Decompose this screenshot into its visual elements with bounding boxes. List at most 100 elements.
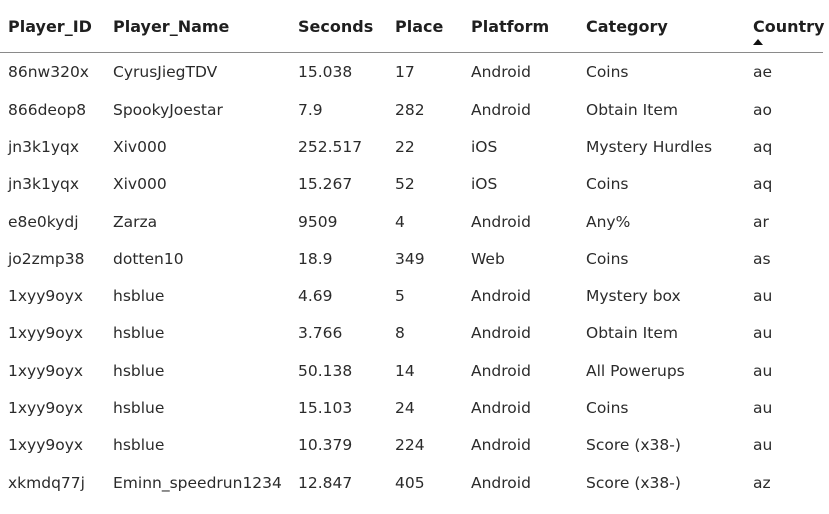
cell-category: Any% [586,212,631,231]
cell-country: ae [753,63,773,81]
cell-category: Score (x38-) [586,436,681,455]
cell-country: au [753,361,773,380]
cell-category: Obtain Item [586,324,678,343]
cell-player-id: e8e0kydj [8,212,79,231]
table-row: xkmdq77j Eminn_speedrun1234 12.847 405 Andro… [0,464,823,501]
cell-country: au [753,324,773,343]
table-row: 1xyy9oyx hsblue 4.69 5 Android Mystery box au [0,277,823,314]
header-row: Player_ID Player_Name Seconds Place Plat… [0,0,825,53]
cell-place: 24 [395,399,415,418]
cell-place: 5 [395,287,405,306]
cell-country: as [753,249,771,268]
cell-player-id: 1xyy9oyx [8,399,84,418]
column-header-country-label: Country [753,16,825,36]
cell-country: ao [753,100,772,119]
cell-country: aq [753,137,773,156]
cell-platform: Android [471,399,531,418]
cell-platform: Android [471,287,531,306]
cell-country: aq [753,175,773,194]
column-header-category[interactable]: Category [578,0,745,53]
cell-country: au [753,287,773,306]
cell-platform: Android [471,100,531,119]
cell-player-name: Xiv000 [113,175,167,194]
cell-country: ar [753,212,769,231]
cell-seconds: 9509 [298,212,338,231]
cell-category: Mystery Hurdles [586,137,713,156]
cell-player-id: 86nw320x [8,63,89,81]
table-row: 866deop8 SpookyJoestar 7.9 282 Android Obtain… [0,91,823,128]
cell-seconds: 252.517 [298,137,363,156]
cell-player-name: hsblue [113,361,165,380]
cell-player-name: hsblue [113,287,165,306]
cell-category: Coins [586,63,629,81]
cell-platform: Android [471,212,531,231]
cell-country: au [753,436,773,455]
cell-country: az [753,473,771,492]
cell-platform: Android [471,436,531,455]
cell-player-id: 1xyy9oyx [8,324,84,343]
data-table: Player_ID Player_Name Seconds Place Plat… [0,0,825,502]
cell-player-name: hsblue [113,436,165,455]
cell-category: Coins [586,175,629,194]
cell-platform: Web [471,249,505,268]
cell-place: 4 [395,212,405,231]
cell-platform: Android [471,63,531,81]
cell-category: Mystery box [586,287,681,306]
column-header-place[interactable]: Place [387,0,463,53]
column-header-country[interactable]: Country [745,0,825,53]
cell-seconds: 7.9 [298,100,323,119]
cell-player-name: Xiv000 [113,137,167,156]
table-row: jn3k1yqx Xiv000 15.267 52 iOS Coins aq [0,166,823,203]
cell-category: Coins [586,399,629,418]
cell-seconds: 10.379 [298,436,353,455]
cell-place: 224 [395,436,425,455]
cell-player-name: hsblue [113,399,165,418]
cell-place: 52 [395,175,415,194]
cell-seconds: 15.103 [298,399,353,418]
cell-place: 282 [395,100,425,119]
cell-player-name: Eminn_speedrun1234 [113,473,282,492]
cell-category: Obtain Item [586,100,678,119]
cell-place: 8 [395,324,405,343]
cell-place: 405 [395,473,425,492]
cell-platform: Android [471,324,531,343]
cell-player-name: hsblue [113,324,165,343]
cell-platform: iOS [471,175,498,194]
column-header-platform[interactable]: Platform [463,0,578,53]
cell-place: 17 [395,63,415,81]
sort-ascending-icon[interactable] [753,38,763,45]
table-row: 1xyy9oyx hsblue 50.138 14 Android All Powerup… [0,352,823,389]
column-header-player-id[interactable]: Player_ID [0,0,105,53]
table-row: 86nw320x CyrusJiegTDV 15.038 17 Android Coins… [0,53,823,92]
cell-category: All Powerups [586,361,685,380]
table-row: jo2zmp38 dotten10 18.9 349 Web Coins as [0,240,823,277]
cell-player-id: 1xyy9oyx [8,287,84,306]
column-header-seconds[interactable]: Seconds [290,0,387,53]
column-header-player-name[interactable]: Player_Name [105,0,290,53]
table-body: 86nw320x CyrusJiegTDV 15.038 17 Android Coins… [0,53,823,502]
cell-place: 14 [395,361,415,380]
cell-player-id: xkmdq77j [8,473,85,492]
table-header: Player_ID Player_Name Seconds Place Plat… [0,0,825,53]
cell-category: Coins [586,249,629,268]
column-header-country-wrap: Country [753,16,825,45]
cell-seconds: 18.9 [298,249,333,268]
cell-seconds: 3.766 [298,324,343,343]
cell-seconds: 15.267 [298,175,353,194]
cell-player-id: jo2zmp38 [8,249,85,268]
cell-seconds: 4.69 [298,287,333,306]
cell-player-name: dotten10 [113,249,184,268]
cell-category: Score (x38-) [586,473,681,492]
cell-player-id: 1xyy9oyx [8,361,84,380]
cell-seconds: 12.847 [298,473,353,492]
table-row: jn3k1yqx Xiv000 252.517 22 iOS Mystery Hurdle… [0,128,823,165]
cell-place: 349 [395,249,425,268]
cell-player-id: 866deop8 [8,100,87,119]
table-row: e8e0kydj Zarza 9509 4 Android Any% ar [0,203,823,240]
cell-platform: Android [471,361,531,380]
cell-seconds: 15.038 [298,63,353,81]
table-row: 1xyy9oyx hsblue 10.379 224 Android Score (x38… [0,427,823,464]
table-row: 1xyy9oyx hsblue 15.103 24 Android Coins au [0,389,823,426]
cell-player-name: CyrusJiegTDV [113,63,218,81]
cell-player-name: SpookyJoestar [113,100,223,119]
